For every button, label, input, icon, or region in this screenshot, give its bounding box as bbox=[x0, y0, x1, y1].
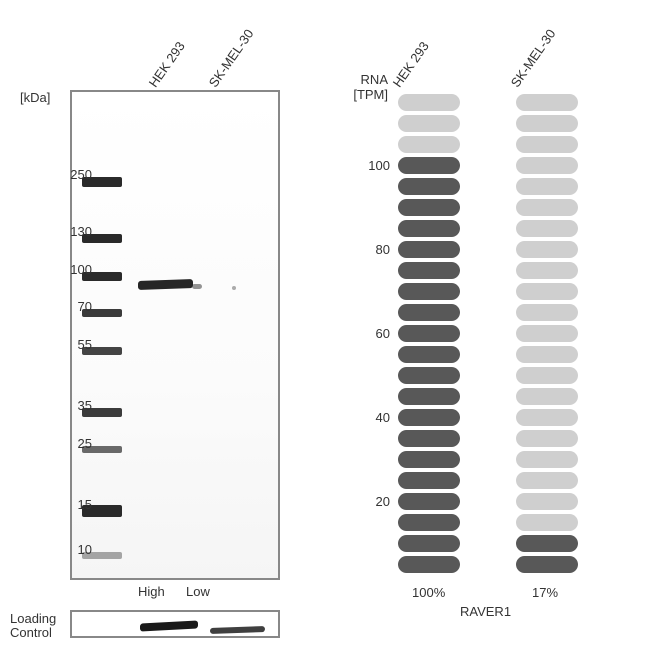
rna-y-tick: 40 bbox=[350, 410, 390, 425]
rna-axis-label-line: [TPM] bbox=[353, 87, 388, 102]
pct-label-1: 100% bbox=[412, 585, 445, 600]
pill-filled bbox=[398, 304, 460, 321]
mw-tick: 15 bbox=[52, 497, 92, 512]
pill-filled bbox=[398, 388, 460, 405]
blot-membrane bbox=[70, 90, 280, 580]
rna-axis-label-line: RNA bbox=[361, 72, 388, 87]
pill-empty bbox=[516, 220, 578, 237]
blot-lane-label-1: HEK 293 bbox=[146, 39, 188, 90]
rna-axis-label: RNA[TPM] bbox=[340, 72, 388, 102]
blot-lane-label-2: SK-MEL-30 bbox=[206, 26, 257, 90]
loading-control-label-line: Loading bbox=[10, 611, 56, 626]
sample-band bbox=[192, 284, 202, 289]
pill-empty bbox=[516, 283, 578, 300]
pill-empty bbox=[516, 262, 578, 279]
pill-filled bbox=[398, 535, 460, 552]
kda-axis-label: [kDa] bbox=[20, 90, 50, 105]
rna-col-label-1: HEK 293 bbox=[390, 39, 432, 90]
rna-y-tick: 80 bbox=[350, 242, 390, 257]
pill-empty bbox=[516, 388, 578, 405]
pill-empty bbox=[516, 199, 578, 216]
pill-empty bbox=[398, 136, 460, 153]
pill-filled bbox=[398, 262, 460, 279]
loading-control-box bbox=[70, 610, 280, 638]
pill-filled bbox=[398, 178, 460, 195]
pill-empty bbox=[516, 325, 578, 342]
loading-control-band bbox=[210, 626, 265, 634]
pill-empty bbox=[516, 514, 578, 531]
expression-label-low: Low bbox=[186, 584, 210, 599]
mw-tick: 130 bbox=[52, 224, 92, 239]
pill-filled bbox=[398, 241, 460, 258]
pill-empty bbox=[516, 409, 578, 426]
pill-filled bbox=[398, 157, 460, 174]
pct-label-2: 17% bbox=[532, 585, 558, 600]
pill-empty bbox=[516, 115, 578, 132]
mw-tick: 25 bbox=[52, 436, 92, 451]
pill-empty bbox=[516, 304, 578, 321]
sample-band bbox=[138, 279, 193, 290]
rna-col-label-2: SK-MEL-30 bbox=[508, 26, 559, 90]
pill-empty bbox=[398, 94, 460, 111]
pill-filled bbox=[398, 493, 460, 510]
pill-empty bbox=[516, 346, 578, 363]
mw-tick: 70 bbox=[52, 299, 92, 314]
pill-column-2 bbox=[516, 94, 578, 577]
mw-tick: 10 bbox=[52, 542, 92, 557]
pill-filled bbox=[398, 409, 460, 426]
pill-column-1 bbox=[398, 94, 460, 577]
pill-filled bbox=[398, 430, 460, 447]
pill-filled bbox=[398, 283, 460, 300]
pill-filled bbox=[516, 535, 578, 552]
pill-empty bbox=[516, 241, 578, 258]
mw-tick: 100 bbox=[52, 262, 92, 277]
loading-control-label: LoadingControl bbox=[10, 612, 56, 640]
pill-filled bbox=[398, 472, 460, 489]
mw-tick: 35 bbox=[52, 398, 92, 413]
loading-control-band bbox=[140, 620, 198, 631]
expression-label-high: High bbox=[138, 584, 165, 599]
sample-band bbox=[232, 286, 236, 290]
pill-filled bbox=[398, 451, 460, 468]
pill-empty bbox=[516, 493, 578, 510]
pill-filled bbox=[398, 346, 460, 363]
pill-empty bbox=[516, 94, 578, 111]
pill-empty bbox=[516, 178, 578, 195]
pill-filled bbox=[398, 325, 460, 342]
pill-empty bbox=[516, 472, 578, 489]
pill-empty bbox=[398, 115, 460, 132]
pill-empty bbox=[516, 157, 578, 174]
pill-empty bbox=[516, 451, 578, 468]
pill-filled bbox=[516, 556, 578, 573]
pill-filled bbox=[398, 514, 460, 531]
rna-y-tick: 20 bbox=[350, 494, 390, 509]
rna-y-tick: 100 bbox=[350, 158, 390, 173]
mw-tick: 250 bbox=[52, 167, 92, 182]
pill-empty bbox=[516, 430, 578, 447]
pill-filled bbox=[398, 556, 460, 573]
pill-filled bbox=[398, 220, 460, 237]
pill-empty bbox=[516, 367, 578, 384]
loading-control-label-line: Control bbox=[10, 625, 52, 640]
mw-tick: 55 bbox=[52, 337, 92, 352]
pill-filled bbox=[398, 367, 460, 384]
pill-empty bbox=[516, 136, 578, 153]
rna-y-tick: 60 bbox=[350, 326, 390, 341]
gene-name-label: RAVER1 bbox=[460, 604, 511, 619]
pill-filled bbox=[398, 199, 460, 216]
